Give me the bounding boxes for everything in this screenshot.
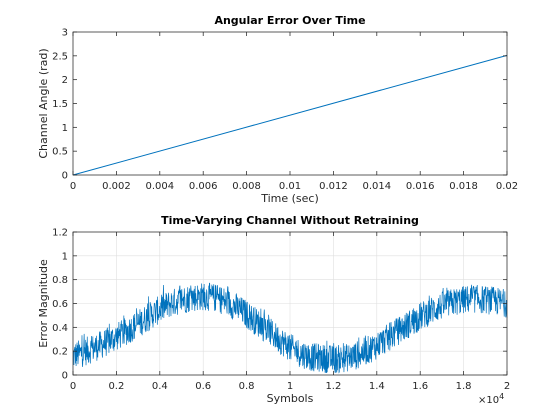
top-x-tick-label: 0.008: [232, 181, 261, 192]
bottom-x-tick-label: 1.8: [456, 381, 472, 392]
top-x-tick-label: 0.018: [449, 181, 478, 192]
top-y-tick-label: 2.5: [52, 51, 68, 62]
bottom-x-tick-label: 0: [70, 381, 76, 392]
bottom-y-tick-label: 0.4: [52, 323, 68, 334]
bottom-x-axis-label: Symbols: [267, 392, 314, 405]
bottom-x-tick-label: 1.4: [369, 381, 385, 392]
top-chart-title: Angular Error Over Time: [214, 14, 365, 27]
bottom-x-tick-label: 1.6: [412, 381, 428, 392]
top-y-tick-label: 0.5: [52, 147, 68, 158]
bottom-y-tick-label: 1: [62, 251, 68, 262]
bottom-y-axis-label: Error Magnitude: [37, 259, 50, 348]
top-x-tick-label: 0.014: [362, 181, 391, 192]
top-x-tick-label: 0.016: [406, 181, 435, 192]
bottom-x-tick-label: 2: [504, 381, 510, 392]
top-x-axis-label: Time (sec): [260, 192, 319, 205]
bottom-x-tick-label: 0.8: [239, 381, 255, 392]
x-axis-exponent: ×104: [478, 392, 504, 406]
top-axes: 0 0.002 0.004 0.006 0.008 0.01 0.012 0.014 0.016…: [37, 14, 518, 205]
top-x-tick-label: 0.01: [279, 181, 301, 192]
top-y-tick-label: 0: [62, 171, 68, 182]
top-series-line: [72, 54, 508, 176]
top-y-tick-label: 1.5: [52, 99, 68, 110]
top-x-tick-label: 0.002: [102, 181, 131, 192]
top-x-tick-label: 0: [70, 181, 76, 192]
bottom-x-tick-label: 1.2: [325, 381, 341, 392]
top-y-axis-label: Channel Angle (rad): [37, 48, 50, 158]
bottom-x-tick-label: 0.2: [108, 381, 124, 392]
top-y-tick-label: 2: [62, 75, 68, 86]
top-x-tick-label: 0.004: [145, 181, 174, 192]
bottom-chart-title: Time-Varying Channel Without Retraining: [161, 214, 419, 227]
bottom-x-tick-label: 0.6: [195, 381, 211, 392]
top-plot-area: [73, 32, 507, 175]
top-y-tick-label: 1: [62, 123, 68, 134]
bottom-series-line: [72, 282, 508, 374]
bottom-x-tick-label: 1: [287, 381, 293, 392]
bottom-y-tick-label: 0.2: [52, 347, 68, 358]
bottom-axes: 0 0.2 0.4 0.6 0.8 1 1.2 1.4 1.6 1.8 2 0 0.2 0.4 0.6 0.8…: [37, 214, 510, 406]
bottom-y-tick-label: 0: [62, 371, 68, 382]
top-x-tick-label: 0.012: [319, 181, 348, 192]
top-y-tick-label: 3: [62, 28, 68, 39]
top-x-tick-label: 0.02: [496, 181, 518, 192]
bottom-y-tick-label: 0.8: [52, 275, 68, 286]
bottom-y-tick-label: 0.6: [52, 299, 68, 310]
bottom-x-tick-label: 0.4: [152, 381, 168, 392]
bottom-y-tick-label: 1.2: [52, 228, 68, 239]
x-axis-exponent-power: 4: [499, 392, 504, 401]
top-x-tick-label: 0.006: [189, 181, 218, 192]
x-axis-exponent-base: ×10: [478, 395, 499, 406]
